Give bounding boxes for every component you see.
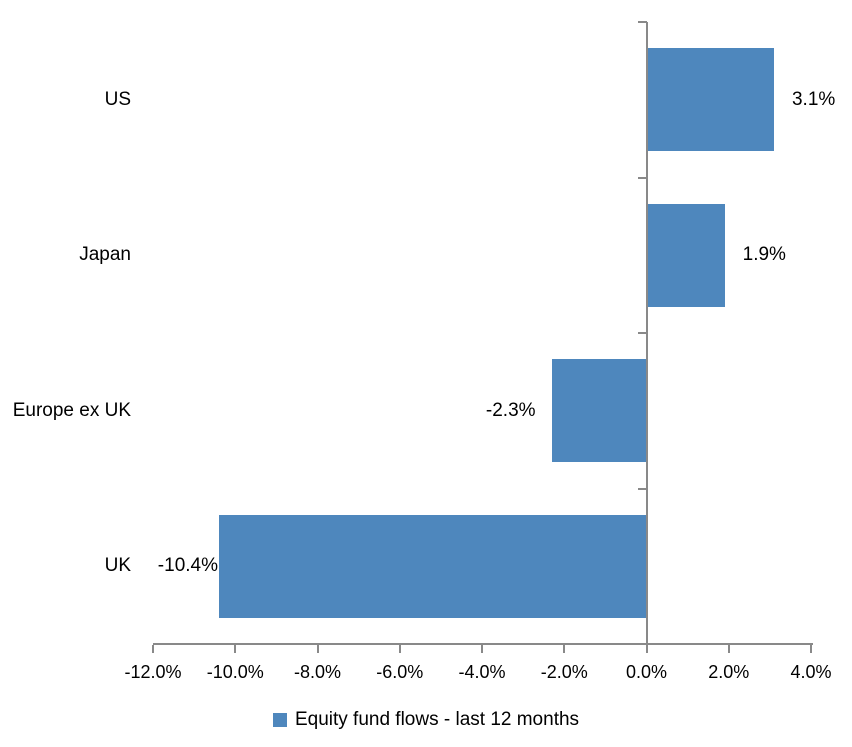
bar-uk bbox=[218, 514, 647, 618]
category-label-us: US bbox=[104, 88, 131, 110]
x-axis-tick-label: 4.0% bbox=[790, 662, 832, 682]
x-axis-tick bbox=[563, 645, 566, 653]
bar-japan bbox=[646, 203, 725, 307]
x-axis-tick bbox=[234, 645, 237, 653]
x-axis-tick bbox=[398, 645, 401, 653]
x-axis-tick-label: -8.0% bbox=[293, 662, 342, 682]
legend-swatch-icon bbox=[272, 713, 287, 727]
category-label-europe-ex-uk: Europe ex UK bbox=[12, 399, 131, 421]
category-boundary-tick bbox=[637, 332, 647, 334]
bar-us bbox=[646, 48, 774, 152]
category-boundary-tick bbox=[637, 21, 647, 23]
x-axis-tick-label: -4.0% bbox=[458, 662, 506, 682]
x-axis-tick-label: -6.0% bbox=[376, 662, 424, 682]
bar-europe-ex-uk bbox=[551, 359, 647, 463]
zero-baseline bbox=[645, 22, 648, 644]
data-label-japan: 1.9% bbox=[742, 244, 786, 266]
category-boundary-tick bbox=[637, 487, 647, 490]
x-axis-tick-label: -10.0% bbox=[206, 662, 264, 682]
data-label-europe-ex-uk: -2.3% bbox=[485, 399, 536, 421]
x-axis-tick-label: -12.0% bbox=[124, 662, 182, 682]
x-axis-tick-label: 2.0% bbox=[708, 662, 750, 682]
data-label-uk: -10.4% bbox=[157, 555, 218, 577]
category-label-japan: Japan bbox=[79, 244, 131, 266]
x-axis-tick bbox=[810, 645, 812, 653]
x-axis-tick bbox=[645, 645, 648, 653]
x-axis-tick bbox=[152, 645, 154, 653]
x-axis-tick bbox=[316, 645, 319, 653]
data-label-us: 3.1% bbox=[791, 88, 836, 110]
legend-label: Equity fund flows - last 12 months bbox=[294, 709, 580, 730]
legend: Equity fund flows - last 12 months bbox=[0, 708, 852, 732]
x-axis-tick-label: 0.0% bbox=[625, 662, 668, 682]
x-axis-tick bbox=[481, 645, 483, 653]
x-axis-tick-label: -2.0% bbox=[540, 662, 588, 682]
x-axis-tick bbox=[727, 645, 730, 653]
x-axis-line bbox=[153, 643, 813, 645]
category-label-uk: UK bbox=[104, 555, 131, 577]
category-boundary-tick bbox=[637, 176, 647, 179]
